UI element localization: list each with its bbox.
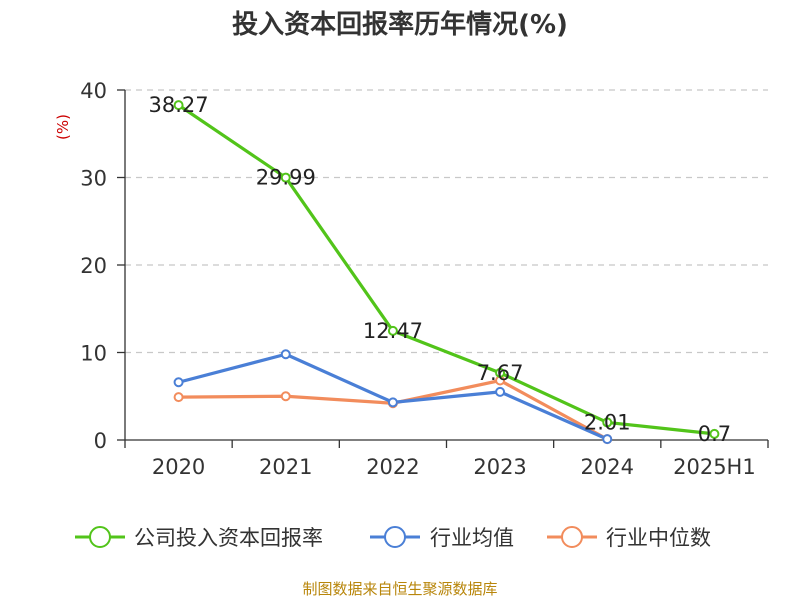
y-tick-label: 40 bbox=[80, 79, 107, 103]
source-note: 制图数据来自恒生聚源数据库 bbox=[302, 580, 497, 598]
data-label: 0.7 bbox=[698, 422, 731, 446]
y-tick-label: 20 bbox=[80, 254, 107, 278]
series-points bbox=[173, 100, 720, 445]
series-lines bbox=[177, 103, 715, 441]
data-label: 29.99 bbox=[256, 166, 316, 190]
x-tick-label: 2022 bbox=[366, 455, 419, 479]
series-2-point bbox=[173, 392, 184, 403]
series-1-point bbox=[280, 349, 291, 360]
x-tick-label: 2020 bbox=[152, 455, 205, 479]
x-tick-label: 2021 bbox=[259, 455, 312, 479]
data-labels: 38.27 29.99 12.47 7.67 2.01 0.7 bbox=[149, 93, 732, 446]
grid-lines bbox=[125, 89, 768, 354]
data-label: 12.47 bbox=[363, 319, 423, 343]
y-tick-label: 30 bbox=[80, 167, 107, 191]
legend-swatch-marker bbox=[561, 526, 583, 548]
series-line-0 bbox=[177, 103, 715, 436]
series-1-point bbox=[602, 434, 613, 445]
y-tick-label: 10 bbox=[80, 342, 107, 366]
legend-swatch-marker bbox=[89, 526, 111, 548]
x-tick-label: 2023 bbox=[473, 455, 526, 479]
series-0-point bbox=[173, 100, 184, 111]
series-1-point bbox=[495, 386, 506, 397]
series-0-point bbox=[602, 417, 613, 428]
legend-label: 行业中位数 bbox=[606, 526, 711, 550]
series-1-point bbox=[387, 397, 398, 408]
series-0-point bbox=[709, 428, 720, 439]
chart-title: 投入资本回报率历年情况(%) bbox=[232, 9, 568, 40]
data-label: 7.67 bbox=[477, 361, 524, 385]
y-axis-unit: (%) bbox=[54, 114, 72, 140]
x-tick-label: 2025H1 bbox=[673, 455, 756, 479]
legend: 公司投入资本回报率 行业均值 行业中位数 bbox=[75, 526, 711, 550]
series-1-point bbox=[173, 377, 184, 388]
legend-label: 公司投入资本回报率 bbox=[134, 526, 323, 550]
data-label: 38.27 bbox=[149, 93, 209, 117]
series-0-point bbox=[495, 367, 506, 378]
series-0-point bbox=[280, 172, 291, 183]
legend-swatch-marker bbox=[384, 526, 406, 548]
axes: 0 10 20 30 40 2020 2021 2022 2023 2024 2025H1 bbox=[80, 79, 769, 479]
series-0-point bbox=[387, 325, 398, 336]
data-label: 2.01 bbox=[584, 410, 631, 434]
legend-label: 行业均值 bbox=[430, 526, 514, 550]
series-2-point bbox=[280, 391, 291, 402]
y-tick-label: 0 bbox=[94, 429, 107, 453]
x-tick-label: 2024 bbox=[581, 455, 634, 479]
